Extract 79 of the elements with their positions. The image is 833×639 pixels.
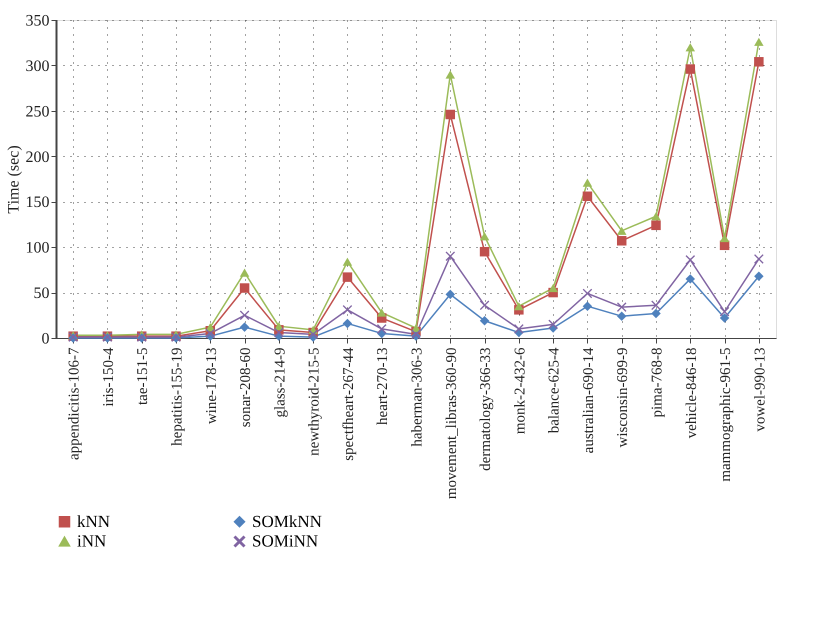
point <box>376 308 386 317</box>
point <box>754 38 764 46</box>
x-tick-label: movement_libras-360-90 <box>444 348 460 500</box>
y-tick-label: 0 <box>42 330 50 348</box>
x-tick-label: spectfheart-267-44 <box>340 347 357 461</box>
point <box>616 226 626 235</box>
point <box>616 311 626 321</box>
point <box>514 324 524 334</box>
point <box>686 255 696 265</box>
point <box>240 310 250 320</box>
y-tick-label: 50 <box>34 285 50 302</box>
point <box>754 57 764 67</box>
point <box>651 300 661 310</box>
x-tick-label: tae-151-5 <box>135 348 152 405</box>
y-tick-label: 100 <box>26 240 50 257</box>
x-tick-label: monk-2-432-6 <box>512 347 528 434</box>
point <box>446 290 456 300</box>
point <box>240 268 250 277</box>
x-tick-label: mammographic-961-5 <box>718 348 734 482</box>
point <box>480 300 490 310</box>
point <box>582 301 592 311</box>
legend-label: SOMiNN <box>252 532 318 550</box>
point <box>582 192 592 202</box>
point <box>720 313 730 323</box>
point <box>514 302 524 310</box>
x-tick-label: hepatitis-155-19 <box>170 348 186 446</box>
point <box>342 258 352 266</box>
point <box>342 272 352 282</box>
point <box>651 308 661 318</box>
y-tick-label: 350 <box>26 12 50 30</box>
x-tick-label: wine-178-13 <box>204 348 220 424</box>
x-tick-label: newthyroid-215-5 <box>306 348 323 456</box>
point <box>274 328 284 338</box>
point <box>686 43 696 52</box>
point <box>480 246 490 256</box>
x-tick-label: balance-625-4 <box>546 347 563 434</box>
point <box>480 316 490 326</box>
point <box>240 283 250 293</box>
x-tick-label: appendicitis-106-7 <box>66 347 83 460</box>
point <box>616 236 626 246</box>
point <box>480 232 490 240</box>
point <box>651 212 661 220</box>
x-tick-label: haberman-306-3 <box>410 348 426 447</box>
y-tick-label: 300 <box>26 58 50 75</box>
y-tick-label: 200 <box>26 148 50 166</box>
x-tick-label: dermatology-366-33 <box>478 348 494 471</box>
point <box>754 271 764 281</box>
point <box>206 328 216 338</box>
point <box>446 70 456 79</box>
point <box>582 178 592 187</box>
legend-label: iNN <box>77 532 106 550</box>
point <box>754 254 764 264</box>
x-tick-label: sonar-208-60 <box>238 348 254 428</box>
x-tick-label: heart-270-13 <box>375 348 392 425</box>
point <box>376 324 386 334</box>
point <box>686 64 696 74</box>
y-axis-title: Time (sec) <box>6 145 22 214</box>
x-tick-label: wisconsin-699-9 <box>615 348 632 448</box>
point <box>548 320 558 330</box>
point <box>582 288 592 298</box>
x-tick-label: pima-768-8 <box>650 348 666 418</box>
point <box>548 284 558 292</box>
point <box>446 110 456 120</box>
x-tick-label: iris-150-4 <box>100 347 117 407</box>
x-tick-label: glass-214-9 <box>272 348 288 418</box>
y-tick-label: 150 <box>26 194 50 212</box>
y-tick-label: 250 <box>26 103 50 120</box>
point <box>686 274 696 284</box>
point <box>720 306 730 316</box>
point <box>651 220 661 230</box>
point <box>342 305 352 315</box>
x-tick-label: vowel-990-13 <box>752 348 768 432</box>
legend-label: SOMkNN <box>252 512 322 531</box>
x-tick-label: vehicle-846-18 <box>684 348 700 438</box>
legend-label: kNN <box>77 512 110 531</box>
point <box>240 322 250 332</box>
point <box>342 318 352 328</box>
x-tick-label: australian-690-14 <box>580 347 597 454</box>
point <box>616 302 626 312</box>
